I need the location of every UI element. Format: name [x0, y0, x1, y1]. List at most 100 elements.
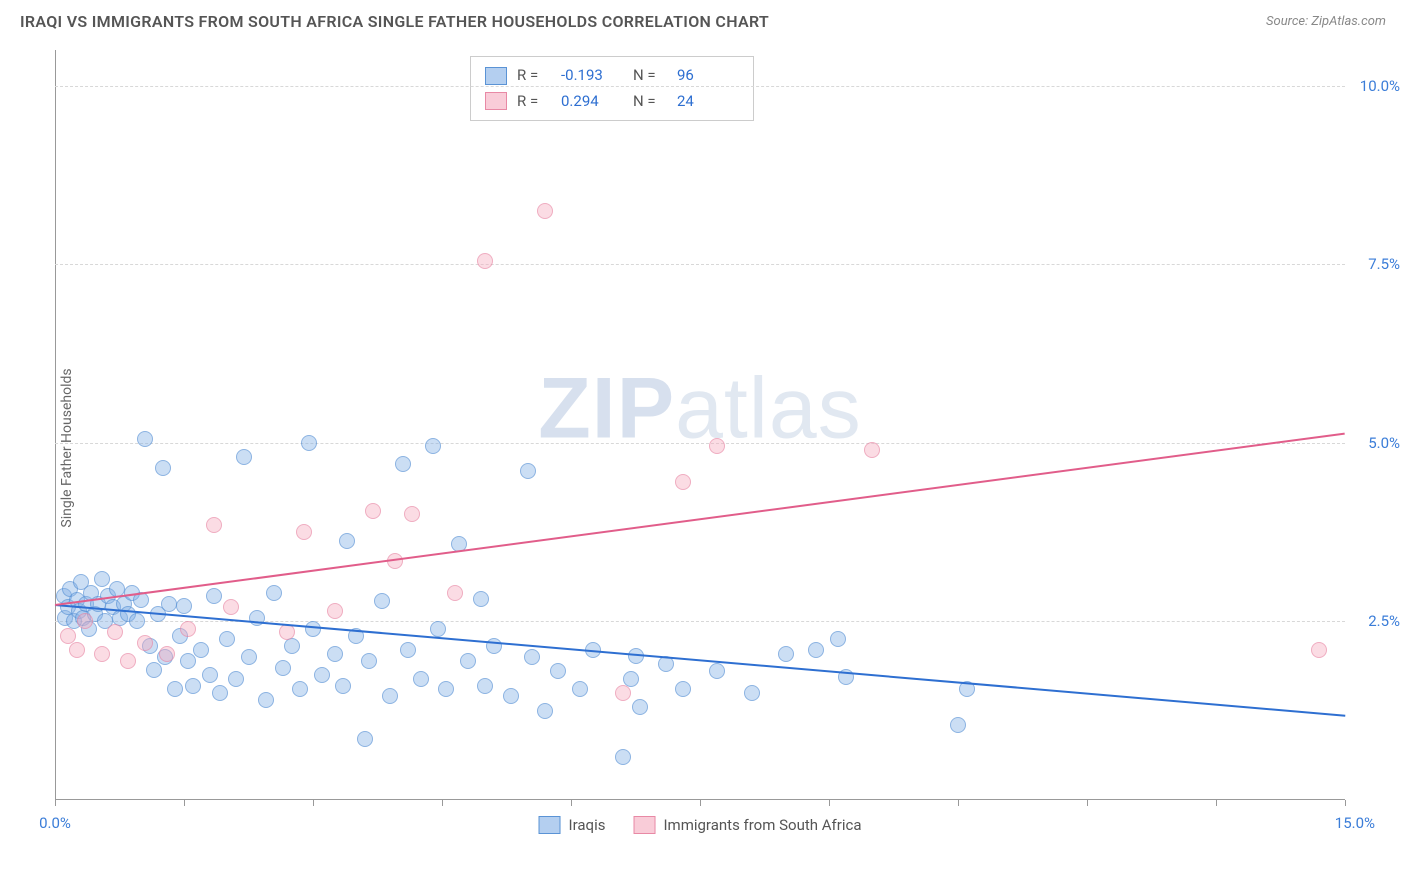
data-point-blue [550, 663, 566, 679]
data-point-blue [520, 463, 536, 479]
data-point-blue [623, 671, 639, 687]
data-point-blue [808, 642, 824, 658]
legend-label-pink: Immigrants from South Africa [663, 816, 861, 834]
data-point-pink [296, 524, 312, 540]
x-tick [1087, 800, 1088, 806]
data-point-pink [279, 624, 295, 640]
data-point-blue [193, 642, 209, 658]
data-point-blue [950, 717, 966, 733]
data-point-pink [675, 474, 691, 490]
data-point-blue [744, 685, 760, 701]
data-point-blue [357, 731, 373, 747]
gridline [55, 443, 1345, 444]
data-point-blue [219, 631, 235, 647]
data-point-blue [524, 649, 540, 665]
data-point-blue [361, 653, 377, 669]
data-point-blue [382, 688, 398, 704]
data-point-blue [675, 681, 691, 697]
series-legend: Iraqis Immigrants from South Africa [539, 816, 862, 834]
data-point-pink [537, 203, 553, 219]
data-point-blue [284, 638, 300, 654]
x-tick [958, 800, 959, 806]
data-point-blue [137, 431, 153, 447]
data-point-blue [94, 571, 110, 587]
gridline [55, 264, 1345, 265]
data-point-pink [206, 517, 222, 533]
x-tick [829, 800, 830, 806]
swatch-pink [633, 816, 655, 834]
n-value-pink: 24 [677, 89, 739, 115]
data-point-blue [400, 642, 416, 658]
data-point-blue [292, 681, 308, 697]
r-label: R = [517, 63, 551, 89]
swatch-pink [485, 92, 507, 110]
data-point-pink [327, 603, 343, 619]
data-point-blue [212, 685, 228, 701]
data-point-pink [137, 635, 153, 651]
data-point-blue [176, 598, 192, 614]
data-point-pink [365, 503, 381, 519]
data-point-blue [155, 460, 171, 476]
x-tick [700, 800, 701, 806]
data-point-blue [374, 593, 390, 609]
data-point-blue [477, 678, 493, 694]
gridline [55, 86, 1345, 87]
data-point-blue [206, 588, 222, 604]
data-point-pink [120, 653, 136, 669]
chart-area: Single Father Households ZIPatlas R = -0… [55, 50, 1345, 830]
r-value-pink: 0.294 [561, 89, 623, 115]
data-point-blue [185, 678, 201, 694]
data-point-blue [258, 692, 274, 708]
data-point-blue [327, 646, 343, 662]
data-point-blue [161, 596, 177, 612]
x-tick [313, 800, 314, 806]
data-point-blue [339, 533, 355, 549]
chart-source: Source: ZipAtlas.com [1266, 14, 1386, 29]
data-point-blue [572, 681, 588, 697]
legend-row-pink: R = 0.294 N = 24 [485, 89, 739, 115]
data-point-blue [395, 456, 411, 472]
r-label: R = [517, 89, 551, 115]
legend-item-blue: Iraqis [539, 816, 606, 834]
chart-header: IRAQI VS IMMIGRANTS FROM SOUTH AFRICA SI… [0, 0, 1406, 39]
n-label: N = [633, 89, 667, 115]
data-point-blue [709, 663, 725, 679]
x-tick-label: 15.0% [1335, 814, 1375, 832]
data-point-pink [180, 621, 196, 637]
data-point-blue [413, 671, 429, 687]
chart-title: IRAQI VS IMMIGRANTS FROM SOUTH AFRICA SI… [20, 12, 769, 31]
y-tick-label: 10.0% [1360, 77, 1400, 95]
y-axis-line [55, 50, 56, 800]
data-point-blue [632, 699, 648, 715]
y-tick-label: 5.0% [1368, 434, 1400, 452]
data-point-pink [447, 585, 463, 601]
data-point-blue [180, 653, 196, 669]
data-point-blue [167, 681, 183, 697]
data-point-blue [129, 613, 145, 629]
data-point-blue [778, 646, 794, 662]
data-point-blue [335, 678, 351, 694]
data-point-blue [228, 671, 244, 687]
data-point-pink [615, 685, 631, 701]
data-point-pink [77, 613, 93, 629]
y-tick-label: 2.5% [1368, 612, 1400, 630]
data-point-pink [1311, 642, 1327, 658]
data-point-blue [266, 585, 282, 601]
x-tick [184, 800, 185, 806]
data-point-blue [430, 621, 446, 637]
data-point-blue [241, 649, 257, 665]
data-point-pink [223, 599, 239, 615]
data-point-pink [94, 646, 110, 662]
x-tick-label: 0.0% [39, 814, 71, 832]
data-point-pink [477, 253, 493, 269]
correlation-legend: R = -0.193 N = 96 R = 0.294 N = 24 [470, 56, 754, 121]
data-point-blue [236, 449, 252, 465]
legend-label-blue: Iraqis [569, 816, 606, 834]
x-tick [442, 800, 443, 806]
swatch-blue [485, 67, 507, 85]
legend-item-pink: Immigrants from South Africa [633, 816, 861, 834]
legend-row-blue: R = -0.193 N = 96 [485, 63, 739, 89]
x-tick [1216, 800, 1217, 806]
scatter-plot: ZIPatlas R = -0.193 N = 96 R = 0.294 N =… [55, 50, 1345, 830]
data-point-blue [202, 667, 218, 683]
